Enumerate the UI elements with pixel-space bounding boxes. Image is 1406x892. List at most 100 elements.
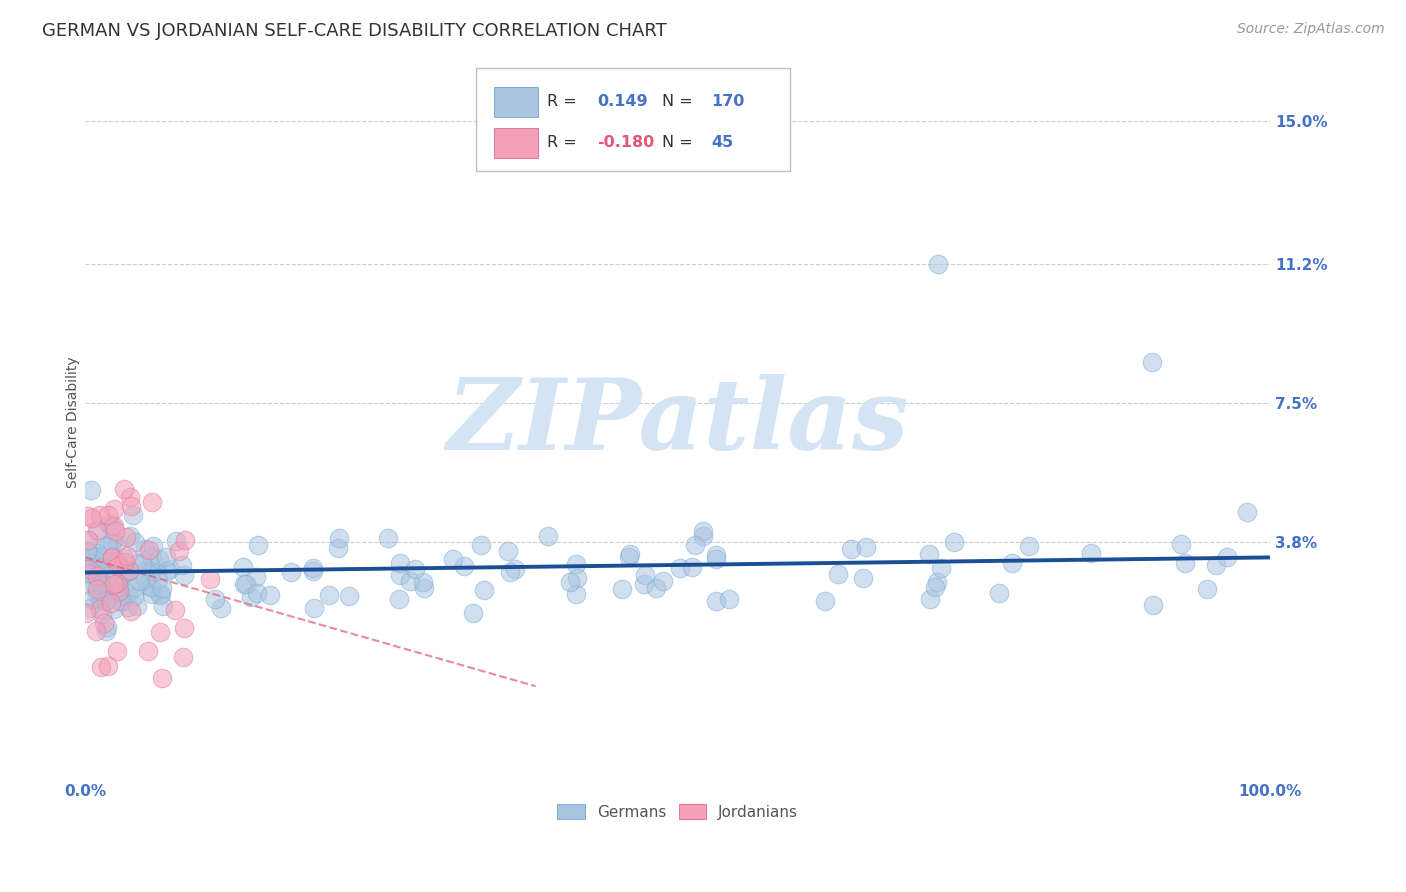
Point [924,581,946,595]
Point [669,561,692,575]
Point [240,590,263,604]
Point [128,574,150,589]
Point [929,561,952,575]
Point [118,529,141,543]
Point [86,546,108,560]
Point [852,571,875,585]
Point [107,554,129,568]
Point [399,574,422,589]
Point [76,544,98,558]
Point [1080,546,1102,560]
Point [245,570,267,584]
Point [150,581,173,595]
Text: 45: 45 [711,135,733,150]
Point [246,586,269,600]
Text: Source: ZipAtlas.com: Source: ZipAtlas.com [1237,22,1385,37]
Point [134,572,156,586]
Point [155,549,177,564]
Point [1174,556,1197,570]
Point [83,578,105,592]
Point [105,575,128,590]
Point [633,577,655,591]
Point [86,587,108,601]
Point [111,594,134,608]
Point [118,490,141,504]
Point [97,508,120,523]
Point [470,538,492,552]
Text: R =: R = [547,95,576,109]
Point [75,607,97,621]
Text: -0.180: -0.180 [598,135,654,150]
Point [103,552,125,566]
Point [103,602,125,616]
Point [145,558,167,573]
Point [98,578,121,592]
Point [474,583,496,598]
Point [1001,556,1024,570]
Text: ZIPatlas: ZIPatlas [447,374,908,470]
Point [503,562,526,576]
Point [94,624,117,639]
Point [87,524,110,538]
Point [100,519,122,533]
Point [1170,537,1192,551]
Point [112,568,135,582]
Y-axis label: Self-Care Disability: Self-Care Disability [66,356,80,488]
Point [1142,598,1164,612]
Point [89,592,111,607]
Point [101,535,124,549]
Point [94,549,117,564]
Point [134,542,156,557]
Point [567,571,589,585]
Point [100,596,122,610]
Point [100,550,122,565]
Point [90,660,112,674]
Point [115,549,138,563]
Point [233,577,256,591]
Point [619,547,641,561]
Point [124,534,146,549]
Point [90,578,112,592]
Point [89,549,111,563]
Point [77,562,100,576]
Point [718,592,741,607]
Point [453,558,475,573]
Point [101,550,124,565]
Point [927,257,949,271]
Point [86,569,108,583]
Point [104,588,127,602]
Point [1236,505,1258,519]
Point [97,516,120,531]
Point [920,592,942,607]
Point [84,624,107,639]
Point [149,588,172,602]
Point [301,564,323,578]
Point [76,576,98,591]
Point [97,659,120,673]
Point [94,566,117,580]
FancyBboxPatch shape [494,128,538,158]
Point [103,577,125,591]
Point [82,566,104,581]
Point [173,621,195,635]
Point [692,529,714,543]
Point [94,588,117,602]
Point [389,567,412,582]
Point [89,560,111,574]
Point [617,550,640,565]
Point [122,508,145,522]
Point [86,549,108,563]
Point [104,524,127,539]
Point [96,539,118,553]
Point [80,483,103,497]
Text: 0.149: 0.149 [598,95,648,109]
Point [259,588,281,602]
Point [855,540,877,554]
Point [77,509,100,524]
Point [537,529,560,543]
Point [104,536,127,550]
Point [141,494,163,508]
Point [1195,582,1218,597]
Point [280,566,302,580]
Point [107,559,129,574]
